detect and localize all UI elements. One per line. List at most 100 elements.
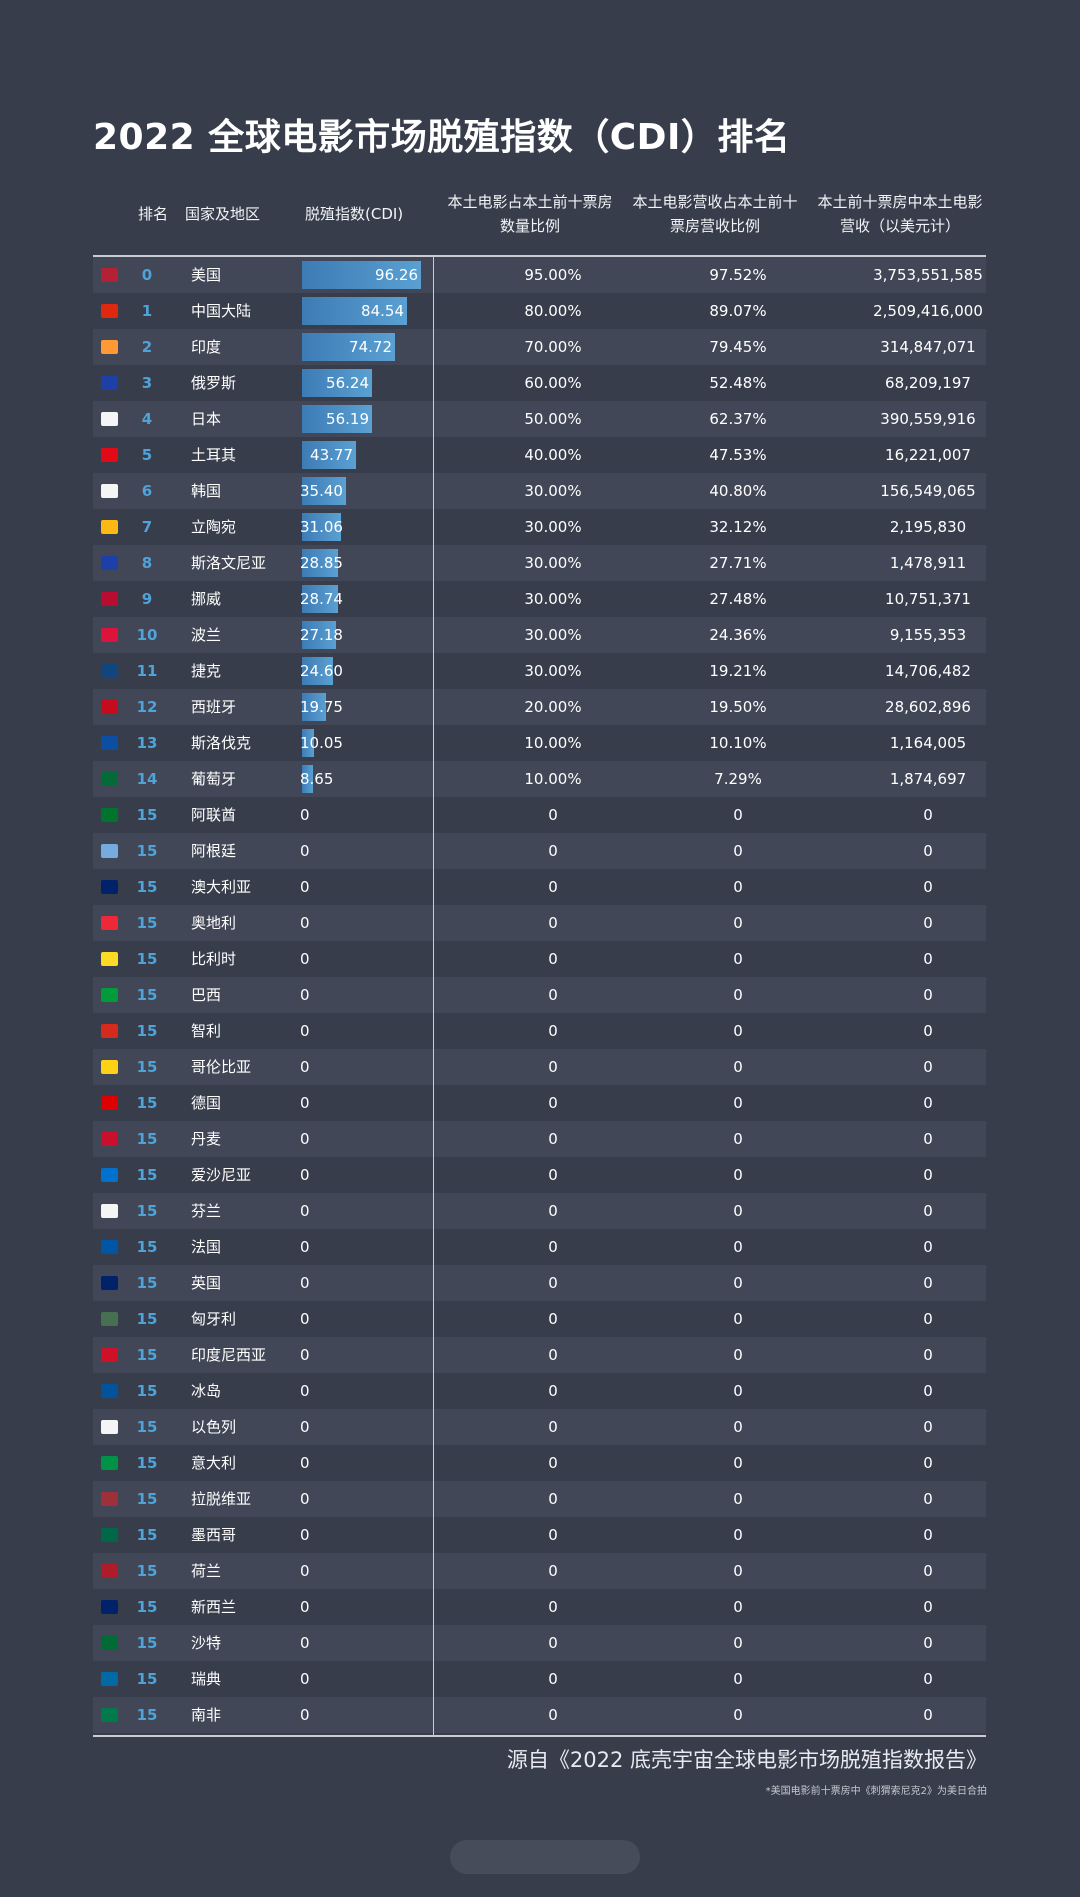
- header-divider: [93, 255, 986, 257]
- flag-in-icon: [101, 340, 118, 354]
- revenue-share-cell: 27.71%: [709, 554, 767, 572]
- revenue-share-cell: 0: [733, 1058, 743, 1076]
- watermark: [450, 1840, 640, 1874]
- country-cell: 墨西哥: [191, 1526, 237, 1544]
- share-cell: 20.00%: [524, 698, 582, 716]
- revenue-share-cell: 24.36%: [709, 626, 767, 644]
- rank-cell: 15: [136, 1022, 158, 1040]
- table-row: 5 土耳其 43.77 40.00% 47.53% 16,221,007: [93, 437, 986, 473]
- header-share-line2: 数量比例: [499, 217, 560, 235]
- country-cell: 韩国: [191, 482, 222, 500]
- revenue-share-cell: 0: [733, 1310, 743, 1328]
- cdi-value: 0: [300, 1166, 310, 1184]
- rank-cell: 15: [136, 950, 158, 968]
- box-office-cell: 0: [923, 1022, 933, 1040]
- table-row: 15 奥地利 0 0 0 0: [93, 905, 986, 941]
- flag-cl-icon: [101, 1024, 118, 1038]
- rank-cell: 15: [136, 1310, 158, 1328]
- revenue-share-cell: 0: [733, 878, 743, 896]
- share-cell: 0: [548, 1598, 558, 1616]
- cdi-value: 31.06: [300, 518, 343, 536]
- table-row: 15 以色列 0 0 0 0: [93, 1409, 986, 1445]
- cdi-value: 0: [300, 1598, 310, 1616]
- cdi-bar: [302, 693, 326, 721]
- revenue-share-cell: 0: [733, 1598, 743, 1616]
- table-row: 15 哥伦比亚 0 0 0 0: [93, 1049, 986, 1085]
- rank-cell: 1: [141, 302, 153, 320]
- table-row: 12 西班牙 19.75 20.00% 19.50% 28,602,896: [93, 689, 986, 725]
- data-table: 0 美国 96.26 95.00% 97.52% 3,753,551,585 1 中国大陆 84…: [93, 257, 986, 1733]
- country-cell: 日本: [191, 410, 222, 428]
- share-cell: 0: [548, 1310, 558, 1328]
- flag-dk-icon: [101, 1132, 118, 1146]
- table-row: 8 斯洛文尼亚 28.85 30.00% 27.71% 1,478,911: [93, 545, 986, 581]
- share-cell: 0: [548, 806, 558, 824]
- cdi-value: 0: [300, 1130, 310, 1148]
- rank-cell: 2: [141, 338, 153, 356]
- table-row: 15 意大利 0 0 0 0: [93, 1445, 986, 1481]
- table-row: 3 俄罗斯 56.24 60.00% 52.48% 68,209,197: [93, 365, 986, 401]
- cdi-bar: [302, 333, 395, 361]
- flag-kr-icon: [101, 484, 118, 498]
- share-cell: 60.00%: [524, 374, 582, 392]
- revenue-share-cell: 0: [733, 1166, 743, 1184]
- cdi-value: 84.54: [361, 302, 404, 320]
- revenue-share-cell: 0: [733, 1094, 743, 1112]
- cdi-value: 0: [300, 950, 310, 968]
- cdi-value: 0: [300, 1202, 310, 1220]
- share-cell: 0: [548, 1634, 558, 1652]
- revenue-share-cell: 97.52%: [709, 266, 767, 284]
- rank-cell: 15: [136, 1634, 158, 1652]
- country-cell: 德国: [191, 1094, 222, 1112]
- cdi-value: 28.85: [300, 554, 343, 572]
- box-office-cell: 3,753,551,585: [873, 266, 983, 284]
- country-cell: 澳大利亚: [191, 878, 252, 896]
- rank-cell: 6: [141, 482, 153, 500]
- revenue-share-cell: 32.12%: [709, 518, 767, 536]
- box-office-cell: 156,549,065: [880, 482, 976, 500]
- rank-cell: 15: [136, 986, 158, 1004]
- country-cell: 以色列: [191, 1418, 237, 1436]
- table-row: 15 印度尼西亚 0 0 0 0: [93, 1337, 986, 1373]
- revenue-share-cell: 0: [733, 914, 743, 932]
- revenue-share-cell: 0: [733, 1202, 743, 1220]
- cdi-bar: [302, 549, 338, 577]
- rank-cell: 15: [136, 842, 158, 860]
- cdi-value: 0: [300, 1526, 310, 1544]
- box-office-cell: 0: [923, 986, 933, 1004]
- country-cell: 瑞典: [191, 1670, 222, 1688]
- revenue-share-cell: 0: [733, 1706, 743, 1724]
- box-office-cell: 0: [923, 1670, 933, 1688]
- flag-pl-icon: [101, 628, 118, 642]
- revenue-share-cell: 0: [733, 1238, 743, 1256]
- rank-cell: 15: [136, 1706, 158, 1724]
- share-cell: 0: [548, 986, 558, 1004]
- box-office-cell: 0: [923, 950, 933, 968]
- country-cell: 印度: [191, 338, 222, 356]
- share-cell: 95.00%: [524, 266, 582, 284]
- flag-nl-icon: [101, 1564, 118, 1578]
- cdi-value: 0: [300, 986, 310, 1004]
- table-row: 15 德国 0 0 0 0: [93, 1085, 986, 1121]
- table-row: 15 巴西 0 0 0 0: [93, 977, 986, 1013]
- box-office-cell: 0: [923, 1706, 933, 1724]
- table-row: 15 冰岛 0 0 0 0: [93, 1373, 986, 1409]
- cdi-value: 0: [300, 1238, 310, 1256]
- cdi-value: 0: [300, 914, 310, 932]
- table-row: 1 中国大陆 84.54 80.00% 89.07% 2,509,416,000: [93, 293, 986, 329]
- revenue-share-cell: 0: [733, 1022, 743, 1040]
- table-row: 15 阿根廷 0 0 0 0: [93, 833, 986, 869]
- share-cell: 0: [548, 950, 558, 968]
- header-box-line1: 本土前十票房中本土电影: [817, 193, 983, 211]
- rank-cell: 15: [136, 1166, 158, 1184]
- share-cell: 0: [548, 878, 558, 896]
- cdi-value: 0: [300, 1634, 310, 1652]
- cdi-bar: [302, 369, 372, 397]
- revenue-share-cell: 0: [733, 806, 743, 824]
- flag-au-icon: [101, 880, 118, 894]
- revenue-share-cell: 0: [733, 842, 743, 860]
- rank-cell: 15: [136, 806, 158, 824]
- country-cell: 爱沙尼亚: [191, 1166, 252, 1184]
- footer-divider: [93, 1735, 986, 1737]
- cdi-value: 27.18: [300, 626, 343, 644]
